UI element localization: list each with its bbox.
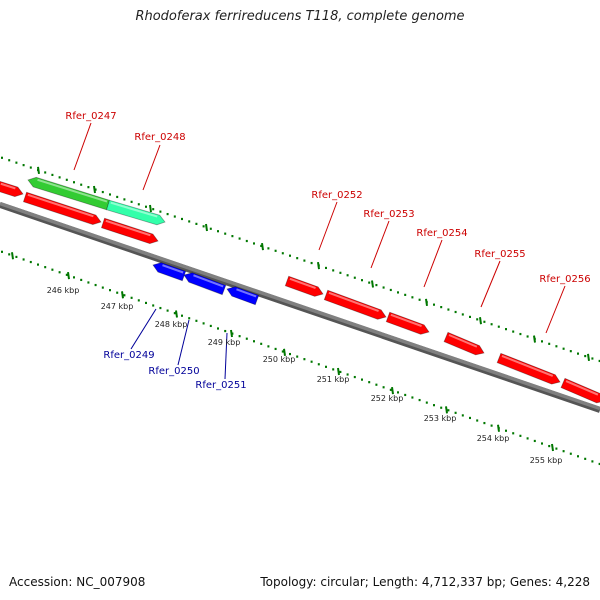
reverse-major-tick bbox=[121, 291, 124, 299]
reverse-major-tick bbox=[11, 252, 14, 260]
label-leader-line bbox=[318, 201, 338, 251]
accession-text: Accession: NC_007908 bbox=[9, 575, 146, 589]
gene-label: Rfer_0255 bbox=[474, 249, 525, 260]
label-leader-line bbox=[177, 319, 190, 366]
gene-rfer-0247-cds bbox=[22, 191, 102, 225]
ruler-label: 253 kbp bbox=[424, 414, 457, 423]
label-leader-line bbox=[73, 122, 92, 171]
gene-label: Rfer_0256 bbox=[539, 274, 590, 285]
gene-rfer-0248 bbox=[106, 199, 166, 226]
reverse-major-tick bbox=[445, 406, 448, 414]
gene-label: Rfer_0253 bbox=[363, 209, 414, 220]
rna-gene-rfer-0247 bbox=[27, 176, 110, 211]
ruler-label: 247 kbp bbox=[101, 302, 134, 311]
forward-major-tick bbox=[479, 317, 482, 325]
label-leader-line bbox=[130, 308, 157, 350]
label-leader-line bbox=[224, 332, 228, 380]
forward-major-tick bbox=[371, 280, 374, 288]
gene-rfer-0246 bbox=[0, 180, 24, 198]
gene-rfer-0256 bbox=[496, 352, 561, 385]
gene-rfer-0249 bbox=[152, 262, 187, 282]
ruler-label: 249 kbp bbox=[208, 338, 241, 347]
forward-major-tick bbox=[261, 242, 264, 251]
forward-major-tick bbox=[37, 166, 40, 175]
ruler-label: 252 kbp bbox=[371, 394, 404, 403]
forward-major-tick bbox=[425, 298, 428, 306]
gene-rfer-0253 bbox=[323, 289, 387, 320]
ruler-label: 251 kbp bbox=[317, 375, 350, 384]
gene-label: Rfer_0250 bbox=[148, 366, 199, 377]
gene-label: Rfer_0249 bbox=[103, 350, 154, 361]
reverse-major-tick bbox=[551, 443, 554, 452]
reverse-major-tick bbox=[175, 310, 178, 318]
forward-major-tick bbox=[93, 185, 96, 194]
forward-major-tick bbox=[317, 261, 320, 270]
reverse-tick-ruler bbox=[1, 250, 600, 466]
label-leader-line bbox=[423, 239, 443, 288]
ruler-label: 254 kbp bbox=[477, 434, 510, 443]
reverse-major-tick bbox=[67, 271, 70, 280]
ruler-label: 255 kbp bbox=[530, 456, 563, 465]
forward-major-tick bbox=[533, 335, 536, 343]
map-title: Rhodoferax ferrireducens T118, complete … bbox=[135, 9, 465, 24]
forward-major-tick bbox=[149, 204, 152, 213]
gene-rfer-0248-cds bbox=[100, 217, 159, 244]
gene-label: Rfer_0251 bbox=[195, 380, 246, 391]
reverse-major-tick bbox=[283, 348, 286, 356]
gene-label: Rfer_0254 bbox=[416, 228, 467, 239]
gene-rfer-0250 bbox=[183, 272, 227, 296]
gene-rfer-0252 bbox=[284, 275, 324, 297]
ruler-label: 248 kbp bbox=[155, 320, 188, 329]
genome-summary-text: Topology: circular; Length: 4,712,337 bp… bbox=[260, 575, 590, 589]
gene-label: Rfer_0247 bbox=[65, 111, 116, 122]
forward-major-tick bbox=[587, 353, 590, 362]
gene-label: Rfer_0248 bbox=[134, 132, 185, 143]
forward-major-tick bbox=[205, 223, 208, 232]
ruler-label: 250 kbp bbox=[263, 355, 296, 364]
label-leader-line bbox=[480, 260, 501, 308]
gene-rfer-0255 bbox=[443, 331, 485, 356]
label-leader-line bbox=[545, 285, 566, 334]
ruler-label: 246 kbp bbox=[47, 286, 80, 295]
reverse-major-tick bbox=[391, 387, 394, 395]
reverse-major-tick bbox=[497, 424, 500, 432]
genome-backbone bbox=[0, 201, 600, 411]
gene-label: Rfer_0252 bbox=[311, 190, 362, 201]
reverse-major-tick bbox=[230, 329, 233, 338]
reverse-major-tick bbox=[337, 367, 340, 376]
gene-rfer-0257 bbox=[560, 377, 600, 404]
gene-rfer-0251 bbox=[226, 286, 260, 306]
label-leader-line bbox=[142, 144, 161, 191]
label-leader-line bbox=[370, 220, 390, 269]
gene-rfer-0254 bbox=[385, 311, 430, 335]
